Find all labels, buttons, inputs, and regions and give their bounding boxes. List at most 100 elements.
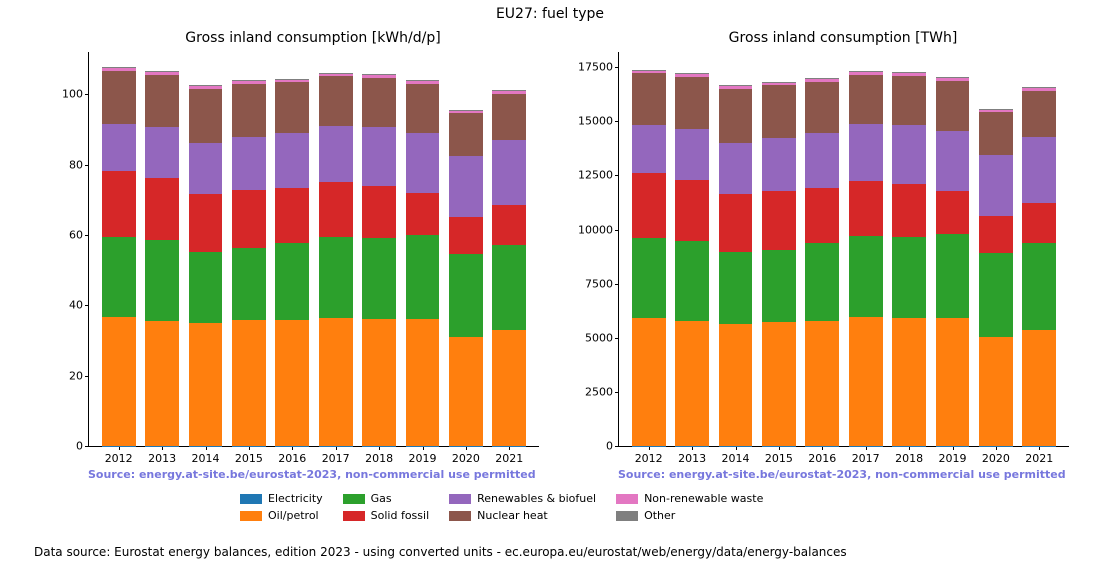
bar-stack: [762, 82, 796, 447]
bar-segment: [979, 216, 1013, 253]
bar-segment: [849, 71, 883, 72]
x-tick-label: 2012: [635, 452, 663, 465]
bar-stack: [849, 71, 883, 446]
bar-segment: [805, 78, 839, 79]
bar-segment: [892, 76, 926, 126]
bar-segment: [189, 323, 223, 446]
bar-segment: [102, 171, 136, 236]
bar-segment: [849, 181, 883, 236]
bar-segment: [849, 236, 883, 317]
legend-label: Renewables & biofuel: [477, 492, 596, 505]
bar-segment: [145, 127, 179, 178]
bar-segment: [145, 75, 179, 128]
left-chart-source-note: Source: energy.at-site.be/eurostat-2023,…: [88, 468, 536, 481]
bar-segment: [719, 86, 753, 89]
bar-segment: [675, 74, 709, 77]
left-chart-title: Gross inland consumption [kWh/d/p]: [88, 30, 538, 46]
bar-segment: [762, 322, 796, 445]
bar-segment: [102, 71, 136, 124]
bar-segment: [449, 337, 483, 446]
bar-segment: [102, 237, 136, 318]
x-tick-label: 2013: [148, 452, 176, 465]
bar-segment: [406, 133, 440, 193]
bar-segment: [319, 73, 353, 74]
bar-segment: [936, 81, 970, 131]
legend-swatch: [240, 511, 262, 521]
y-tick-label: 2500: [585, 385, 613, 398]
bar-segment: [1022, 330, 1056, 446]
legend-label: Nuclear heat: [477, 509, 548, 522]
x-tick-label: 2014: [192, 452, 220, 465]
bar-segment: [232, 84, 266, 137]
x-tick-label: 2017: [852, 452, 880, 465]
bar-segment: [319, 126, 353, 182]
bar-segment: [145, 71, 179, 72]
bar-segment: [936, 318, 970, 446]
bar-segment: [362, 75, 396, 78]
legend-label: Non-renewable waste: [644, 492, 763, 505]
y-tick-label: 17500: [578, 61, 613, 74]
bar-segment: [805, 188, 839, 243]
bar-segment: [449, 113, 483, 155]
bar-segment: [406, 319, 440, 446]
bar-segment: [892, 184, 926, 237]
bar-segment: [492, 90, 526, 91]
figure-suptitle: EU27: fuel type: [0, 6, 1100, 22]
bar-stack: [936, 77, 970, 446]
bar-segment: [936, 77, 970, 78]
bar-stack: [362, 74, 396, 446]
bar-segment: [275, 188, 309, 243]
bar-stack: [406, 80, 440, 446]
bar-segment: [492, 140, 526, 205]
bar-stack: [1022, 87, 1056, 446]
bar-segment: [979, 337, 1013, 446]
bar-segment: [805, 133, 839, 188]
bar-segment: [632, 238, 666, 318]
bar-segment: [406, 193, 440, 235]
bar-segment: [102, 317, 136, 445]
bar-segment: [762, 83, 796, 86]
bar-segment: [892, 125, 926, 183]
bar-segment: [189, 252, 223, 322]
x-tick-label: 2019: [939, 452, 967, 465]
bar-segment: [719, 143, 753, 194]
y-tick-label: 0: [76, 440, 83, 453]
bar-segment: [1022, 243, 1056, 330]
bar-segment: [675, 241, 709, 321]
bar-segment: [406, 81, 440, 84]
bar-segment: [319, 74, 353, 77]
x-tick-label: 2021: [495, 452, 523, 465]
bar-stack: [102, 67, 136, 446]
bar-stack: [632, 70, 666, 446]
bar-segment: [762, 250, 796, 323]
bar-segment: [319, 76, 353, 125]
x-tick-label: 2016: [808, 452, 836, 465]
bar-segment: [232, 80, 266, 81]
bar-segment: [979, 110, 1013, 113]
legend-item: Nuclear heat: [449, 509, 596, 522]
legend-item: Oil/petrol: [240, 509, 323, 522]
legend-label: Electricity: [268, 492, 323, 505]
y-tick-label: 7500: [585, 277, 613, 290]
legend-label: Oil/petrol: [268, 509, 319, 522]
x-tick-label: 2021: [1025, 452, 1053, 465]
bar-stack: [805, 78, 839, 446]
bar-segment: [719, 252, 753, 323]
bar-segment: [449, 217, 483, 254]
bar-segment: [632, 70, 666, 71]
bar-segment: [189, 194, 223, 252]
legend-swatch: [616, 511, 638, 521]
legend-item: Gas: [343, 492, 429, 505]
bar-segment: [675, 73, 709, 74]
x-tick-label: 2019: [409, 452, 437, 465]
legend-swatch: [449, 511, 471, 521]
x-tick-label: 2016: [278, 452, 306, 465]
legend-item: Non-renewable waste: [616, 492, 763, 505]
bar-segment: [492, 205, 526, 245]
bar-segment: [406, 84, 440, 133]
bar-segment: [892, 237, 926, 318]
bar-segment: [275, 243, 309, 320]
bar-segment: [232, 248, 266, 320]
bar-segment: [805, 82, 839, 133]
bar-segment: [406, 235, 440, 319]
